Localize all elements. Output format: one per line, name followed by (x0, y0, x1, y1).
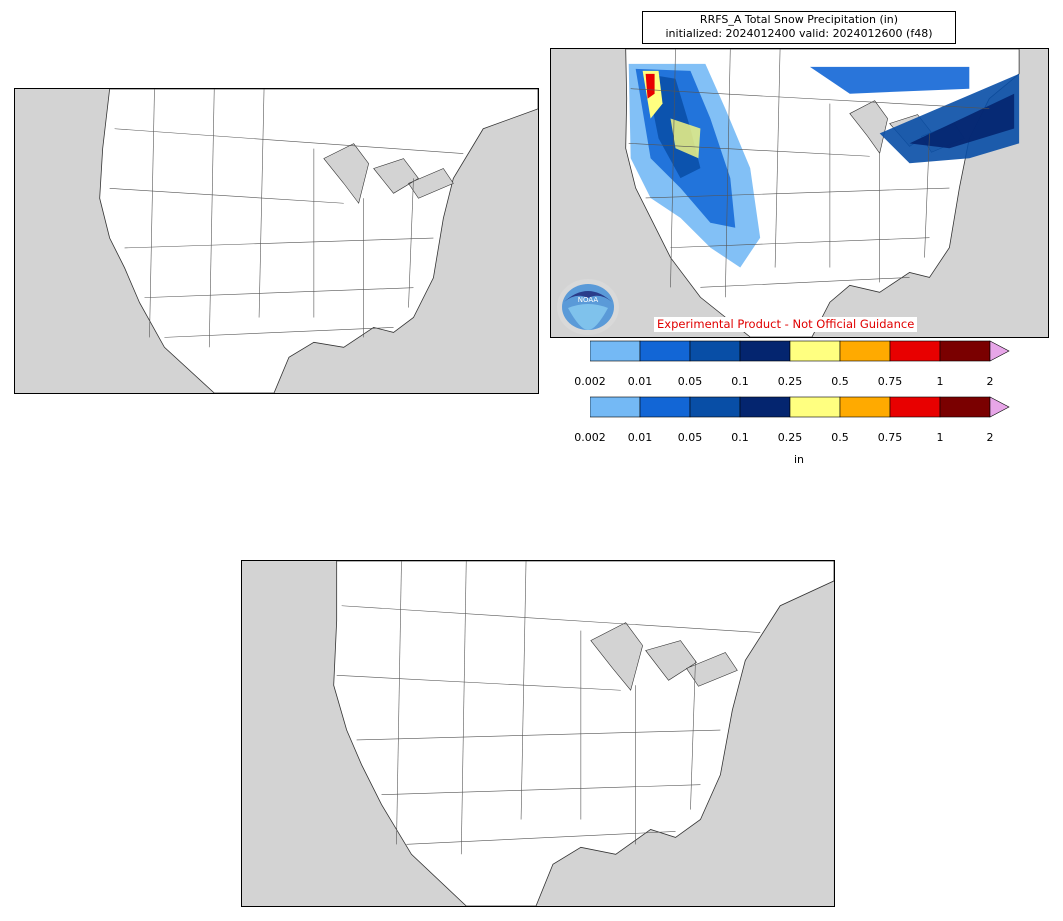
colorbar-tick-label: 0.1 (731, 375, 749, 388)
title-line-2: initialized: 2024012400 valid: 202401260… (665, 27, 933, 40)
colorbar-tick-label: 0.5 (831, 431, 849, 444)
colorbar-tick-label: 0.25 (777, 431, 803, 444)
colorbar-segment (789, 340, 841, 362)
colorbar-1-ticks: 0.002 0.01 0.05 0.1 0.25 0.5 0.75 1 2 (574, 375, 993, 389)
colorbar-segment (839, 396, 891, 418)
colorbar-tick-label: 0.25 (777, 375, 803, 388)
noaa-logo: NOAA (556, 278, 620, 336)
colorbar-segment (939, 340, 991, 362)
colorbar-tick-label: 0.05 (677, 375, 703, 388)
colorbar-2 (590, 396, 1010, 418)
colorbar-segment (639, 340, 691, 362)
colorbar-segment (889, 340, 941, 362)
colorbar-tick-label: 2 (986, 375, 994, 388)
colorbar-1 (590, 340, 1010, 362)
colorbar-tick-label: 0.5 (831, 375, 849, 388)
colorbar-segment (590, 340, 641, 362)
map-title: RRFS_A Total Snow Precipitation (in) ini… (642, 11, 956, 44)
logo-text: NOAA (578, 296, 599, 304)
colorbar-segment (739, 340, 791, 362)
colorbar-segment (590, 396, 641, 418)
conus-map-bottom (242, 561, 834, 906)
colorbar-extend-arrow (989, 396, 1010, 418)
colorbar-segment (839, 340, 891, 362)
colorbar-segment (939, 396, 991, 418)
colorbar-tick-label: 2 (986, 431, 994, 444)
great-lakes (323, 143, 454, 204)
map-panel-bottom (241, 560, 835, 907)
colorbar-tick-label: 0.002 (574, 431, 606, 444)
colorbar-segment (739, 396, 791, 418)
map-panel-left (14, 88, 539, 394)
state-boundaries (628, 49, 990, 298)
colorbar-tick-label: 0.75 (877, 375, 903, 388)
colorbar-tick-label: 0.002 (574, 375, 606, 388)
colorbar-2-unit: in (794, 453, 805, 466)
colorbar-segment (689, 340, 741, 362)
snow-shading (628, 63, 1020, 268)
map-panel-snow (550, 48, 1049, 338)
conus-map-snow (551, 49, 1048, 337)
title-line-1: RRFS_A Total Snow Precipitation (in) (699, 13, 899, 26)
colorbar-tick-label: 0.01 (627, 431, 653, 444)
conus-map-left (15, 89, 538, 393)
colorbar-segment (789, 396, 841, 418)
colorbar-segment (689, 396, 741, 418)
state-boundaries (336, 561, 761, 855)
colorbar-tick-label: 0.05 (677, 431, 703, 444)
colorbar-2-ticks: 0.002 0.01 0.05 0.1 0.25 0.5 0.75 1 2 (574, 431, 993, 445)
colorbar-extend-arrow (989, 340, 1010, 362)
colorbar-tick-label: 0.01 (627, 375, 653, 388)
colorbar-tick-label: 1 (936, 431, 944, 444)
colorbar-segment (639, 396, 691, 418)
colorbar-tick-label: 0.75 (877, 431, 903, 444)
state-boundaries (109, 89, 464, 348)
colorbar-tick-label: 0.1 (731, 431, 749, 444)
colorbar-segment (889, 396, 941, 418)
land-mass (99, 89, 538, 393)
colorbar-tick-label: 1 (936, 375, 944, 388)
disclaimer-text: Experimental Product - Not Official Guid… (654, 317, 918, 332)
great-lakes (590, 622, 738, 691)
